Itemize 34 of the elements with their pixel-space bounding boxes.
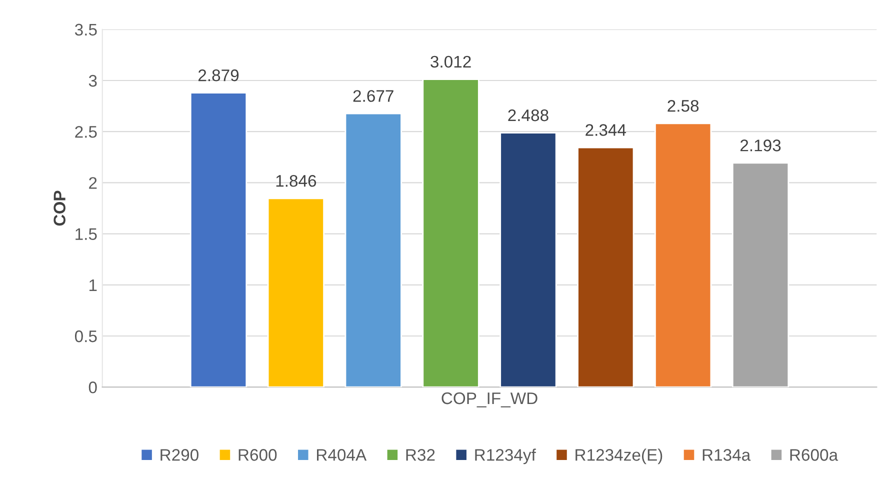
bar: [344, 112, 402, 388]
bar: [422, 78, 480, 388]
legend-label: R600a: [790, 449, 838, 461]
bar: [190, 92, 248, 388]
legend-label: R134a: [702, 449, 751, 461]
bar: [654, 122, 712, 388]
legend-label: R32: [406, 449, 435, 461]
bar: [267, 198, 324, 388]
y-tick-label: 1: [89, 279, 97, 291]
y-tick-label: 0.5: [74, 330, 97, 342]
legend-label: R404A: [317, 449, 367, 461]
y-tick-label: 2.5: [75, 126, 97, 138]
data-label: 2.58: [668, 100, 699, 112]
y-tick-label: 3.5: [74, 24, 97, 36]
data-label: 2.488: [508, 109, 548, 122]
data-label: 3.012: [430, 56, 471, 68]
legend-label: R1234yf: [475, 448, 536, 464]
data-label: 2.677: [353, 90, 394, 102]
x-tick-label: COP_IF_WD: [442, 392, 538, 408]
y-tick-label: 1.5: [76, 228, 97, 240]
data-label: 1.846: [276, 175, 316, 187]
legend-label: R290: [160, 449, 198, 461]
legend-label: R600: [238, 449, 277, 461]
y-tick-label: 3: [88, 74, 97, 87]
data-label: 2.879: [198, 69, 239, 82]
bar: [732, 162, 790, 388]
data-label: 2.193: [740, 140, 781, 152]
data-label: 2.344: [586, 124, 626, 136]
bar: [577, 146, 634, 388]
y-tick-label: 0: [88, 382, 97, 394]
legend-label: R1234ze(E): [576, 448, 662, 464]
y-tick-label: 2: [89, 177, 97, 189]
y-axis-title: COP: [54, 190, 66, 226]
bar: [500, 132, 557, 388]
